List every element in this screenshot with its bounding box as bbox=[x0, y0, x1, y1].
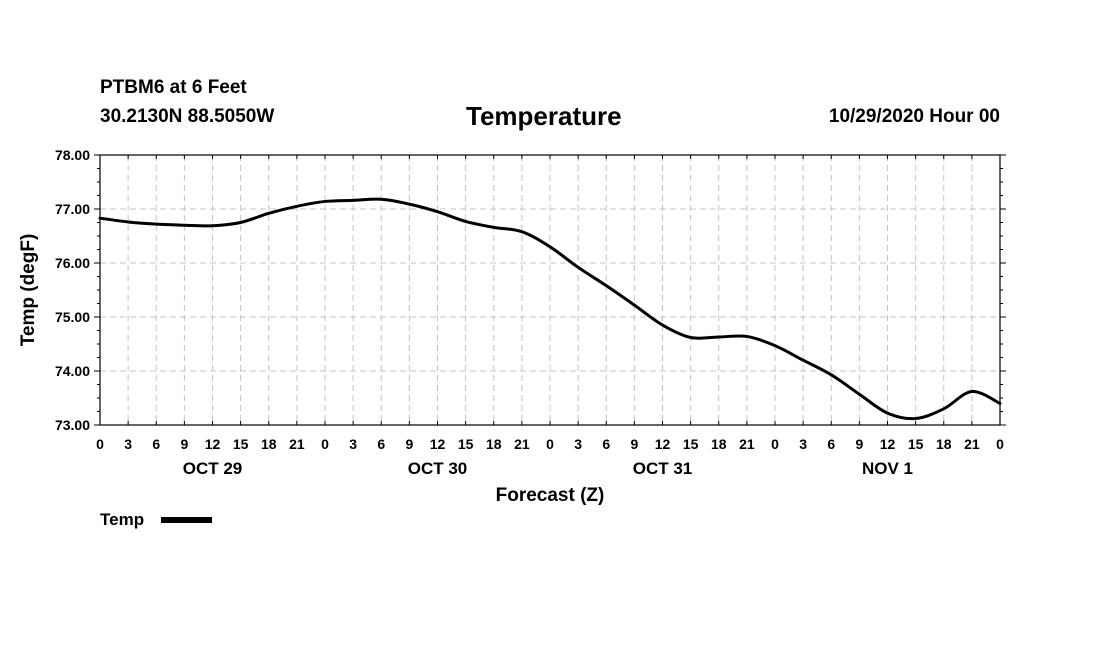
x-tick-label: 18 bbox=[261, 436, 277, 452]
x-tick-label: 18 bbox=[486, 436, 502, 452]
day-label: OCT 29 bbox=[183, 459, 243, 478]
y-tick-label: 73.00 bbox=[55, 417, 90, 433]
x-tick-label: 6 bbox=[602, 436, 610, 452]
x-tick-label: 15 bbox=[458, 436, 474, 452]
x-tick-label: 9 bbox=[630, 436, 638, 452]
y-tick-label: 76.00 bbox=[55, 255, 90, 271]
series-layer bbox=[98, 197, 1002, 421]
label-layer: 0 3 6 9 12 15 18 21 0 3 6 9 12 15 18 21 0 3 6 9 12 15 18 21 0 3 6 9… bbox=[18, 147, 1004, 529]
y-tick-label: 74.00 bbox=[55, 363, 90, 379]
x-tick-label: 12 bbox=[880, 436, 896, 452]
x-tick-label: 12 bbox=[655, 436, 671, 452]
x-tick-label: 21 bbox=[514, 436, 530, 452]
issue-time-label: 10/29/2020 Hour 00 bbox=[828, 106, 1000, 127]
series-line-temp bbox=[98, 197, 1002, 421]
day-label: NOV 1 bbox=[862, 459, 913, 478]
x-tick-label: 3 bbox=[574, 436, 582, 452]
y-axis-title: Temp (degF) bbox=[18, 234, 39, 347]
legend-label: Temp bbox=[100, 510, 144, 529]
x-tick-label: 21 bbox=[964, 436, 980, 452]
x-tick-label: 6 bbox=[827, 436, 835, 452]
x-tick-label: 18 bbox=[936, 436, 952, 452]
x-tick-label: 9 bbox=[855, 436, 863, 452]
x-tick-label: 12 bbox=[430, 436, 446, 452]
y-tick-label: 75.00 bbox=[55, 309, 90, 325]
x-tick-label: 0 bbox=[771, 436, 779, 452]
station-label: PTBM6 at 6 Feet bbox=[100, 77, 247, 98]
x-tick-label: 0 bbox=[546, 436, 554, 452]
x-tick-label: 21 bbox=[289, 436, 305, 452]
x-tick-label: 15 bbox=[908, 436, 924, 452]
grid-layer bbox=[100, 155, 1000, 425]
x-tick-label: 21 bbox=[739, 436, 755, 452]
axis-layer bbox=[94, 154, 1006, 426]
x-tick-label: 0 bbox=[96, 436, 104, 452]
y-tick-label: 78.00 bbox=[55, 147, 90, 163]
chart-title: Temperature bbox=[466, 101, 622, 131]
y-tick-label: 77.00 bbox=[55, 201, 90, 217]
x-tick-label: 18 bbox=[711, 436, 727, 452]
x-tick-label: 12 bbox=[205, 436, 221, 452]
plot-frame bbox=[99, 154, 1001, 426]
x-tick-label: 3 bbox=[799, 436, 807, 452]
x-tick-label: 0 bbox=[996, 436, 1004, 452]
x-tick-label: 15 bbox=[233, 436, 249, 452]
x-axis-title: Forecast (Z) bbox=[496, 485, 605, 506]
x-tick-label: 9 bbox=[405, 436, 413, 452]
x-tick-label: 3 bbox=[124, 436, 132, 452]
x-tick-label: 6 bbox=[377, 436, 385, 452]
day-label: OCT 31 bbox=[633, 459, 693, 478]
x-tick-label: 3 bbox=[349, 436, 357, 452]
x-tick-label: 6 bbox=[152, 436, 160, 452]
x-tick-label: 15 bbox=[683, 436, 699, 452]
coordinates-label: 30.2130N 88.5050W bbox=[100, 106, 275, 127]
x-tick-label: 9 bbox=[180, 436, 188, 452]
x-tick-label: 0 bbox=[321, 436, 329, 452]
day-label: OCT 30 bbox=[408, 459, 468, 478]
